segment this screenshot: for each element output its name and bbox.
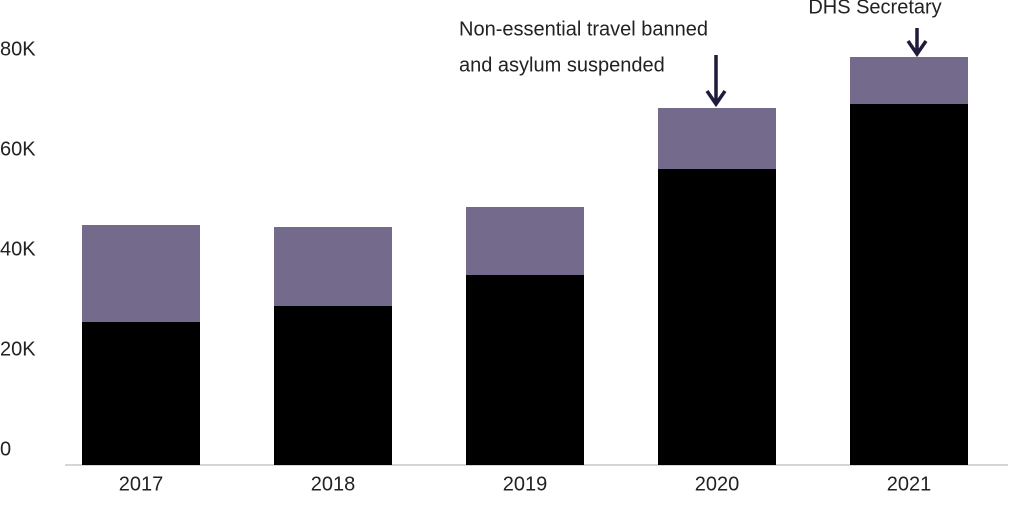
- x-tick-label: 2018: [311, 473, 356, 495]
- y-tick-label: 20K: [0, 338, 36, 360]
- annotation: DHS Secretary: [808, 0, 941, 18]
- y-tick-label: 60K: [0, 138, 36, 160]
- bar-segment: [82, 225, 200, 322]
- bar-segment: [658, 108, 776, 169]
- bar-segment: [274, 227, 392, 306]
- x-tick-label: 2019: [503, 473, 548, 495]
- bar-segment: [850, 104, 968, 465]
- x-tick-label: 2017: [119, 473, 164, 495]
- x-tick-label: 2021: [887, 473, 932, 495]
- annotation: Non-essential travel banned: [459, 18, 708, 40]
- annotation: and asylum suspended: [459, 54, 665, 76]
- x-tick-label: 2020: [695, 473, 740, 495]
- bar-segment: [274, 306, 392, 465]
- arrow: [906, 28, 928, 58]
- bar-segment: [466, 207, 584, 275]
- bar-segment: [658, 169, 776, 465]
- bar-segment: [82, 322, 200, 465]
- y-tick-label: 80K: [0, 38, 36, 60]
- bar-segment: [850, 57, 968, 104]
- y-tick-label: 0: [0, 438, 11, 460]
- arrow: [705, 55, 727, 108]
- bar-segment: [466, 275, 584, 465]
- y-tick-label: 40K: [0, 238, 36, 260]
- annotation-arrows: [705, 28, 928, 108]
